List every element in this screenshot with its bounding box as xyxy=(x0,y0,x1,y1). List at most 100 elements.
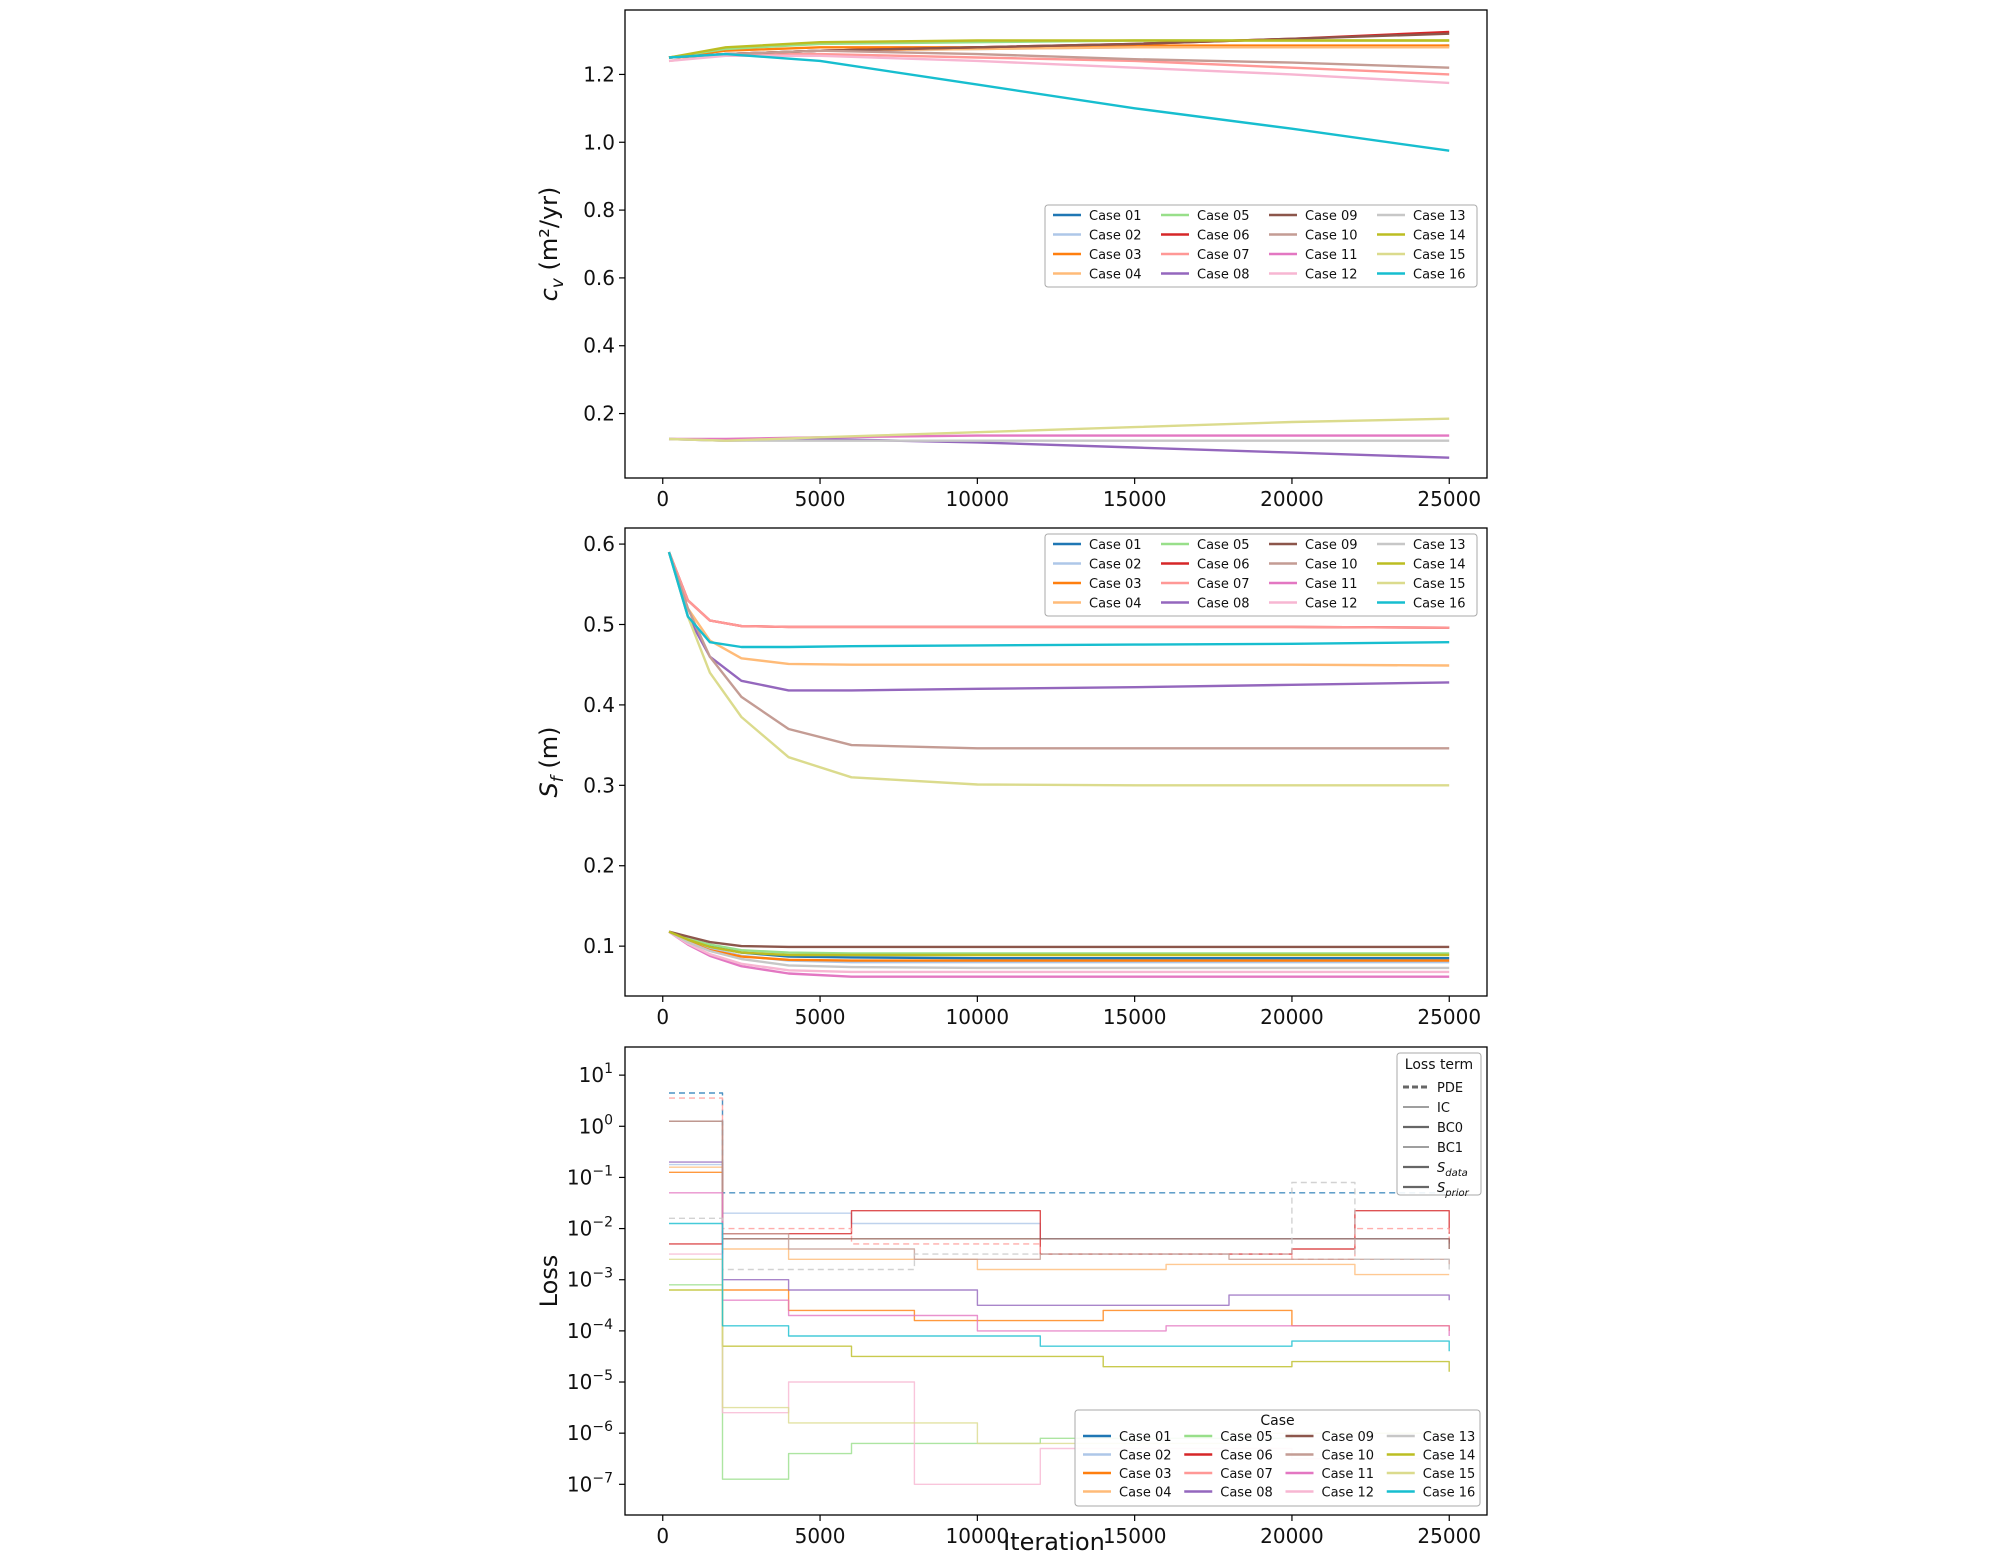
legend-label: Case 02 xyxy=(1089,229,1142,244)
series-line-case-15 xyxy=(667,551,1450,787)
legend-label: BC1 xyxy=(1437,1141,1463,1156)
legend-label: Case 03 xyxy=(1089,577,1142,592)
plot-frame xyxy=(624,527,1488,997)
loss-panel: 0 5000 10000 15000 20000 25000 101 100 10−1 10−2 1… xyxy=(535,1046,1488,1548)
x-tick-label: 25000 xyxy=(1417,1524,1481,1548)
x-tick-label: 10000 xyxy=(946,1005,1010,1029)
legend-label: Case 13 xyxy=(1413,538,1466,553)
x-tick-label: 0 xyxy=(656,1524,669,1548)
y-axis-label: cv (m²/yr) xyxy=(535,187,568,302)
x-tick-label: 10000 xyxy=(946,487,1010,511)
x-tick-label: 5000 xyxy=(795,1524,846,1548)
x-tick-label: 25000 xyxy=(1417,487,1481,511)
legend-label: Case 05 xyxy=(1197,538,1250,553)
series-group xyxy=(667,551,1450,978)
legend-label: Case 11 xyxy=(1322,1467,1375,1482)
y-axis-label: Sf (m) xyxy=(535,727,568,798)
legend-label: Case 12 xyxy=(1322,1486,1375,1501)
x-tick-label: 5000 xyxy=(795,1005,846,1029)
plot-frame xyxy=(624,9,1488,479)
y-tick-label: 10−3 xyxy=(567,1266,613,1292)
series-line-case-07 xyxy=(667,551,1450,629)
x-tick-label: 20000 xyxy=(1260,1005,1324,1029)
legend-label: Case 16 xyxy=(1423,1486,1476,1501)
legend-label: Case 14 xyxy=(1413,229,1466,244)
y-tick-label: 10−1 xyxy=(567,1163,613,1189)
legend-box xyxy=(1044,204,1478,288)
legend-label: Case 12 xyxy=(1305,597,1358,612)
y-tick-label: 1.2 xyxy=(583,62,615,86)
series-line-case-16 xyxy=(669,1222,1450,1352)
legend-label: Case 08 xyxy=(1220,1486,1273,1501)
x-tick-label: 20000 xyxy=(1260,487,1324,511)
legend-label: Case 14 xyxy=(1423,1449,1476,1464)
series-group xyxy=(668,30,1450,459)
y-tick-label: 10−2 xyxy=(567,1215,613,1241)
y-tick-label: 10−4 xyxy=(567,1317,613,1343)
legend-label: Case 01 xyxy=(1089,538,1142,553)
legend-label: Case 16 xyxy=(1413,268,1466,283)
legend-label: Case 03 xyxy=(1119,1467,1172,1482)
legend-label: Case 16 xyxy=(1413,597,1466,612)
y-tick-label: 0.2 xyxy=(583,402,615,426)
legend-label: Case 11 xyxy=(1305,577,1358,592)
legend-label: Case 08 xyxy=(1197,268,1250,283)
y-tick-label: 10−5 xyxy=(567,1368,613,1394)
y-tick-label: 0.4 xyxy=(583,334,615,358)
legend-label: Case 10 xyxy=(1322,1449,1375,1464)
legend-label: BC0 xyxy=(1437,1121,1463,1136)
legend-label: Case 07 xyxy=(1197,577,1250,592)
y-tick-label: 0.5 xyxy=(583,612,615,636)
legend-label: IC xyxy=(1437,1101,1450,1116)
y-tick-label: 101 xyxy=(579,1061,613,1087)
legend-label: Sdata xyxy=(1437,1161,1468,1179)
series-line-case-16 xyxy=(668,52,1450,152)
legend-label: Case 09 xyxy=(1322,1430,1375,1445)
series-line-case-08 xyxy=(667,551,1450,692)
y-tick-label: 0.8 xyxy=(583,198,615,222)
y-tick-label: 0.1 xyxy=(583,934,615,958)
x-tick-label: 15000 xyxy=(1103,487,1167,511)
series-line-case-11 xyxy=(669,434,1450,441)
y-tick-label: 0.6 xyxy=(583,532,615,556)
y-tick-label: 100 xyxy=(579,1112,613,1138)
legend-label: Case 04 xyxy=(1119,1486,1172,1501)
legend-label: Case 13 xyxy=(1423,1430,1476,1445)
x-tick-label: 15000 xyxy=(1103,1005,1167,1029)
x-tick-label: 10000 xyxy=(946,1524,1010,1548)
y-axis-label: Loss xyxy=(535,1255,563,1308)
legend-label: Case 07 xyxy=(1197,248,1250,263)
legend-label: Case 08 xyxy=(1197,597,1250,612)
legend-label: Case 09 xyxy=(1305,209,1358,224)
legend-title: Case xyxy=(1260,1413,1294,1429)
x-axis-label-iteration: Iteration xyxy=(1003,1528,1105,1556)
y-tick-label: 10−6 xyxy=(567,1419,613,1445)
legend-label: Case 05 xyxy=(1220,1430,1273,1445)
legend-label: Case 09 xyxy=(1305,538,1358,553)
x-tick-label: 5000 xyxy=(795,487,846,511)
legend-label: Case 04 xyxy=(1089,597,1142,612)
legend-label: Case 15 xyxy=(1423,1467,1476,1482)
x-tick-label: 25000 xyxy=(1417,1005,1481,1029)
series-line-case-15 xyxy=(668,417,1450,442)
loss-term-legend: Loss term PDE IC BC0 BC1 Sdata Sprior xyxy=(1396,1052,1482,1199)
legend-label: Case 10 xyxy=(1305,229,1358,244)
x-tick-label: 20000 xyxy=(1260,1524,1324,1548)
legend-label: Case 14 xyxy=(1413,558,1466,573)
legend-label: Case 01 xyxy=(1119,1430,1172,1445)
legend-label: Case 15 xyxy=(1413,248,1466,263)
legend-label: Case 15 xyxy=(1413,577,1466,592)
cv-panel: 0 5000 10000 15000 20000 25000 0.2 0.4 0.6 0.8 1.0… xyxy=(535,9,1488,511)
legend-label: Case 02 xyxy=(1119,1449,1172,1464)
series-line-case-12 xyxy=(668,54,1450,85)
y-tick-label: 0.6 xyxy=(583,266,615,290)
legend-box xyxy=(1074,1409,1481,1507)
x-tick-label: 0 xyxy=(656,1005,669,1029)
legend-title: Loss term xyxy=(1405,1057,1473,1073)
legend-label: Case 01 xyxy=(1089,209,1142,224)
y-tick-label: 0.3 xyxy=(583,773,615,797)
case-legend: Case 01 Case 02 Case 03 Case 04 Case 05 Case … xyxy=(1044,204,1478,288)
series-line-case-16 xyxy=(667,551,1450,649)
legend-label: Case 04 xyxy=(1089,268,1142,283)
